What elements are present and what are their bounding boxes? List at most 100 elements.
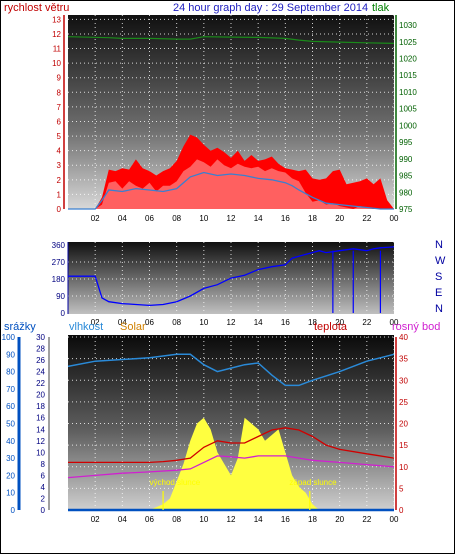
x-tick-label: 10 [199, 318, 208, 327]
x-tick-label: 20 [335, 515, 344, 524]
x-tick-label: 14 [254, 515, 263, 524]
y-left-tick-label: 1 [57, 190, 62, 199]
series-avg-wind [68, 171, 394, 210]
rain-tick-label: 100 [2, 333, 16, 342]
y-right-tick-label: 1000 [399, 121, 417, 130]
x-tick-label: 22 [362, 318, 371, 327]
humidity-tick-label: 2 [41, 494, 46, 503]
pressure-label: tlak [372, 2, 390, 14]
y-left-tick-label: 12 [52, 30, 61, 39]
x-tick-label: 06 [145, 515, 154, 524]
y-right-tick-label: 985 [399, 172, 413, 181]
rain-tick-label: 20 [6, 471, 15, 480]
compass-label: N [435, 303, 443, 315]
x-tick-label: 22 [362, 214, 371, 223]
series-humidity [67, 353, 395, 387]
series-temperature [68, 427, 395, 464]
y-left-tick-label: 10 [52, 59, 61, 68]
x-tick-label: 12 [227, 515, 236, 524]
x-tick-label: 02 [91, 214, 100, 223]
series-solar [149, 417, 320, 510]
y-right-tick-label: 1005 [399, 105, 417, 114]
rain-tick-label: 60 [6, 402, 15, 411]
x-tick-label: 08 [172, 515, 181, 524]
direction-tick-label: 360 [52, 241, 66, 250]
x-tick-label: 00 [390, 318, 399, 327]
x-tick-label: 18 [308, 214, 317, 223]
humidity-tick-label: 28 [36, 345, 45, 354]
y-right-tick-label: 980 [399, 188, 413, 197]
humidity-tick-label: 24 [36, 368, 45, 377]
panel3-label: vlhkost [69, 321, 103, 333]
rain-tick-label: 10 [6, 489, 15, 498]
direction-tick-label: 270 [52, 258, 66, 267]
y-left-tick-label: 11 [53, 45, 62, 54]
y-left-tick-label: 4 [57, 147, 62, 156]
page-title: 24 hour graph day : 29 September 2014 [173, 2, 368, 14]
x-tick-label: 18 [308, 318, 317, 327]
x-tick-label: 14 [254, 214, 263, 223]
compass-label: N [435, 239, 443, 251]
x-tick-label: 16 [281, 515, 290, 524]
compass-label: E [435, 287, 442, 299]
x-tick-label: 10 [199, 515, 208, 524]
rain-tick-label: 70 [6, 385, 15, 394]
temperature-tick-label: 35 [399, 355, 408, 364]
x-tick-label: 12 [227, 318, 236, 327]
y-left-tick-label: 2 [57, 176, 62, 185]
x-tick-label: 16 [281, 318, 290, 327]
y-right-tick-label: 975 [399, 205, 413, 214]
x-tick-label: 04 [118, 214, 127, 223]
y-right-tick-label: 1015 [399, 71, 417, 80]
direction-tick-label: 90 [56, 292, 65, 301]
rain-tick-label: 80 [6, 368, 15, 377]
y-right-tick-label: 1030 [399, 21, 417, 30]
rain-tick-label: 50 [6, 420, 15, 429]
humidity-tick-label: 18 [36, 402, 45, 411]
y-left-tick-label: 6 [57, 117, 62, 126]
humidity-tick-label: 10 [36, 448, 45, 457]
temperature-tick-label: 5 [399, 484, 404, 493]
humidity-tick-label: 14 [36, 425, 45, 434]
y-right-tick-label: 1010 [399, 88, 417, 97]
temperature-tick-label: 10 [399, 463, 408, 472]
x-tick-label: 16 [281, 214, 290, 223]
temperature-tick-label: 20 [399, 420, 408, 429]
x-tick-label: 02 [91, 318, 100, 327]
y-left-tick-label: 3 [57, 161, 62, 170]
compass-label: S [435, 271, 442, 283]
y-right-tick-label: 1025 [399, 38, 417, 47]
y-left-tick-label: 7 [57, 103, 62, 112]
y-left-tick-label: 9 [57, 74, 62, 83]
panel3-label: teplota [314, 321, 348, 333]
x-tick-label: 02 [91, 515, 100, 524]
x-tick-label: 08 [172, 214, 181, 223]
x-tick-label: 06 [145, 318, 154, 327]
y-left-tick-label: 8 [57, 88, 62, 97]
series-wind-speed [68, 159, 394, 209]
humidity-tick-label: 30 [36, 333, 45, 342]
humidity-tick-label: 20 [36, 391, 45, 400]
series-dewpoint [67, 455, 395, 479]
x-tick-label: 06 [145, 214, 154, 223]
humidity-tick-label: 4 [41, 483, 46, 492]
rain-tick-label: 40 [6, 437, 15, 446]
x-tick-label: 20 [335, 318, 344, 327]
x-tick-label: 20 [335, 214, 344, 223]
direction-tick-label: 180 [52, 275, 66, 284]
x-tick-label: 10 [199, 214, 208, 223]
temperature-tick-label: 40 [399, 333, 408, 342]
y-right-tick-label: 995 [399, 138, 413, 147]
x-tick-label: 08 [172, 318, 181, 327]
temperature-tick-label: 0 [399, 506, 404, 515]
rain-tick-label: 30 [6, 454, 15, 463]
x-tick-label: 00 [390, 214, 399, 223]
y-left-tick-label: 0 [57, 205, 62, 214]
sunset-annotation: západ slunce [289, 478, 337, 487]
humidity-tick-label: 12 [36, 437, 45, 446]
y-left-tick-label: 13 [52, 15, 61, 24]
humidity-tick-label: 16 [36, 414, 45, 423]
x-tick-label: 12 [227, 214, 236, 223]
